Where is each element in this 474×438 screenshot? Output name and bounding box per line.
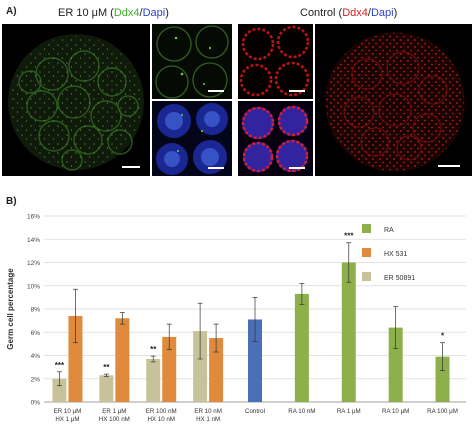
significance-marker: ** bbox=[150, 345, 157, 354]
y-tick-label: 6% bbox=[31, 330, 41, 337]
x-tick-label-line2: HX 1 nM bbox=[196, 416, 220, 423]
significance-marker: *** bbox=[344, 232, 354, 241]
legend-label: RA bbox=[384, 227, 394, 234]
bar bbox=[68, 315, 83, 402]
right-title-condition: Control ( bbox=[300, 7, 343, 19]
bar bbox=[248, 319, 262, 402]
bar bbox=[146, 358, 161, 402]
x-tick-label: Control bbox=[245, 408, 265, 415]
bar bbox=[294, 293, 309, 402]
x-tick-label: ER 10 nM bbox=[194, 408, 222, 415]
significance-marker: *** bbox=[55, 361, 65, 370]
bar bbox=[52, 378, 67, 402]
panel-b-label: B) bbox=[6, 196, 17, 207]
scale-bar bbox=[289, 167, 305, 169]
y-tick-label: 12% bbox=[27, 260, 40, 267]
y-tick-label: 2% bbox=[31, 376, 41, 383]
x-tick-label: RA 1 μM bbox=[337, 408, 361, 415]
right-title-suffix: ) bbox=[393, 7, 398, 19]
x-tick-label: RA 100 μM bbox=[427, 408, 458, 415]
er-ddx4-micrograph-zoom bbox=[152, 24, 232, 99]
bar bbox=[162, 336, 177, 402]
legend-label: ER 50891 bbox=[384, 275, 415, 282]
right-image-title: Control (Ddx4/Dapi) bbox=[300, 7, 397, 19]
significance-marker: ** bbox=[103, 363, 110, 372]
y-tick-label: 14% bbox=[27, 237, 40, 244]
left-image-title: ER 10 μM (Ddx4/Dapi) bbox=[58, 7, 169, 19]
bar bbox=[115, 318, 130, 402]
scale-bar bbox=[122, 166, 140, 168]
left-title-condition: ER 10 μM ( bbox=[58, 7, 114, 19]
right-title-slash: / bbox=[367, 7, 371, 19]
legend-label: HX 531 bbox=[384, 251, 407, 258]
bar bbox=[341, 262, 356, 402]
scale-bar bbox=[208, 167, 224, 169]
y-tick-label: 10% bbox=[27, 283, 40, 290]
y-tick-label: 4% bbox=[31, 353, 41, 360]
y-axis-label: Germ cell percentage bbox=[6, 268, 15, 350]
y-tick-label: 16% bbox=[27, 214, 40, 221]
bar bbox=[388, 327, 403, 402]
bar bbox=[209, 338, 224, 402]
left-title-suffix: ) bbox=[165, 7, 169, 19]
er-ddx4-micrograph-large bbox=[2, 24, 150, 176]
bar bbox=[193, 331, 208, 402]
right-title-stain: Dapi bbox=[370, 7, 394, 19]
control-merge-micrograph-zoom bbox=[238, 101, 313, 176]
bar bbox=[435, 356, 450, 402]
panel-a-label: A) bbox=[6, 6, 17, 17]
significance-marker: * bbox=[441, 332, 445, 341]
right-title-marker: Ddx4 bbox=[342, 7, 368, 19]
x-tick-label: ER 1 μM bbox=[102, 408, 126, 415]
scale-bar bbox=[438, 165, 460, 167]
x-tick-label-line2: HX 10 nM bbox=[147, 416, 175, 423]
y-tick-label: 8% bbox=[31, 307, 41, 314]
bar bbox=[99, 375, 114, 402]
scale-bar bbox=[289, 90, 305, 92]
legend-swatch bbox=[362, 248, 371, 257]
x-tick-label-line2: HX 1 μM bbox=[55, 416, 79, 423]
x-tick-label: RA 10 μM bbox=[382, 408, 409, 415]
y-tick-label: 0% bbox=[31, 400, 41, 407]
legend-swatch bbox=[362, 224, 371, 233]
control-ddx4-micrograph-large bbox=[315, 24, 472, 176]
scale-bar bbox=[208, 90, 224, 92]
x-tick-label: ER 100 nM bbox=[146, 408, 177, 415]
germ-cell-bar-chart: 0% 2% 4% 6% 8% 10% 12% 14% 16% Germ cell percenta… bbox=[6, 214, 466, 423]
x-tick-label: ER 10 μM bbox=[54, 408, 82, 415]
x-tick-label-line2: HX 100 nM bbox=[99, 416, 130, 423]
x-tick-label: RA 10 nM bbox=[288, 408, 315, 415]
left-title-slash: / bbox=[139, 7, 143, 19]
left-title-stain: Dapi bbox=[142, 7, 166, 19]
control-ddx4-micrograph-zoom bbox=[238, 24, 313, 99]
legend-swatch bbox=[362, 272, 371, 281]
left-title-marker: Ddx4 bbox=[113, 7, 140, 19]
er-merge-micrograph-zoom bbox=[152, 101, 232, 176]
